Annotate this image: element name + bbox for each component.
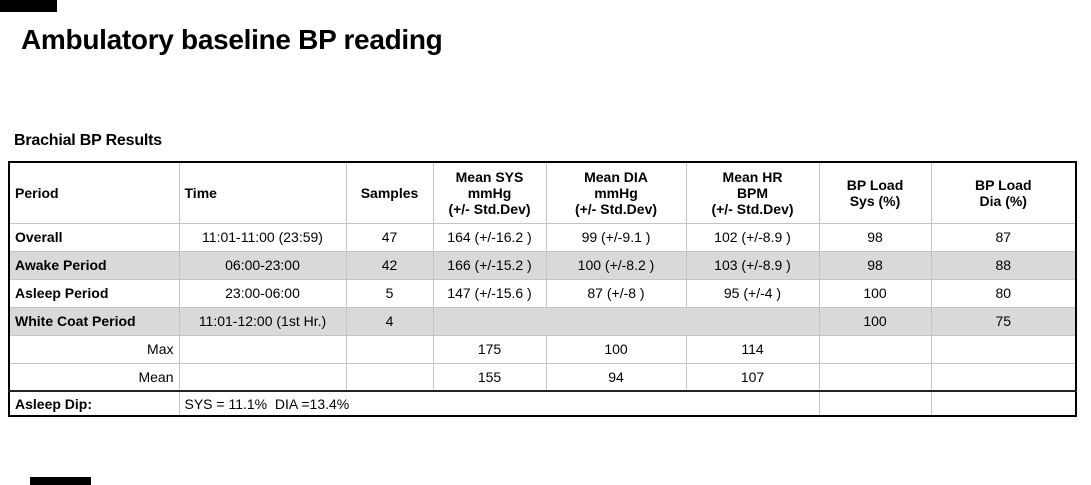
cell-white-coat-period: White Coat Period bbox=[8, 306, 180, 336]
cell-white-coat-means-empty bbox=[432, 306, 820, 336]
cell-asleep-period: Asleep Period bbox=[8, 278, 180, 308]
cell-asleep-dip-bp-load-sys-empty bbox=[818, 390, 932, 417]
section-title: Brachial BP Results bbox=[14, 132, 162, 149]
cell-max-mean-hr: 114 bbox=[685, 334, 820, 364]
cell-asleep-dip-label: Asleep Dip: bbox=[8, 390, 180, 417]
cell-awake-bp-load-dia: 88 bbox=[930, 250, 1077, 280]
column-header-samples: Samples bbox=[345, 161, 434, 224]
column-header-mean-sys: Mean SYS mmHg (+/- Std.Dev) bbox=[432, 161, 547, 224]
cell-white-coat-samples: 4 bbox=[345, 306, 434, 336]
cell-overall-time: 11:01-11:00 (23:59) bbox=[178, 222, 347, 252]
cell-awake-mean-dia: 100 (+/-8.2 ) bbox=[545, 250, 687, 280]
cell-asleep-dip-bp-load-dia-empty bbox=[930, 390, 1077, 417]
table-row-max: Max 175 100 114 bbox=[8, 334, 1077, 364]
cell-mean-mean-sys: 155 bbox=[432, 362, 547, 392]
page-title: Ambulatory baseline BP reading bbox=[21, 24, 443, 55]
cell-white-coat-time: 11:01-12:00 (1st Hr.) bbox=[178, 306, 347, 336]
cell-max-time-empty bbox=[178, 334, 347, 364]
column-header-mean-dia: Mean DIA mmHg (+/- Std.Dev) bbox=[545, 161, 687, 224]
cell-overall-mean-dia: 99 (+/-9.1 ) bbox=[545, 222, 687, 252]
cell-awake-mean-sys: 166 (+/-15.2 ) bbox=[432, 250, 547, 280]
cell-asleep-samples: 5 bbox=[345, 278, 434, 308]
cell-awake-samples: 42 bbox=[345, 250, 434, 280]
cell-asleep-mean-sys: 147 (+/-15.6 ) bbox=[432, 278, 547, 308]
table-row-overall: Overall 11:01-11:00 (23:59) 47 164 (+/-1… bbox=[8, 222, 1077, 252]
cell-awake-period: Awake Period bbox=[8, 250, 180, 280]
cell-mean-mean-dia: 94 bbox=[545, 362, 687, 392]
cell-mean-label: Mean bbox=[8, 362, 180, 392]
cell-max-bp-load-sys-empty bbox=[818, 334, 932, 364]
table-row-white-coat-period: White Coat Period 11:01-12:00 (1st Hr.) … bbox=[8, 306, 1077, 336]
cell-white-coat-bp-load-sys: 100 bbox=[818, 306, 932, 336]
column-header-mean-hr: Mean HR BPM (+/- Std.Dev) bbox=[685, 161, 820, 224]
column-header-time: Time bbox=[178, 161, 347, 224]
cell-max-label: Max bbox=[8, 334, 180, 364]
cell-asleep-time: 23:00-06:00 bbox=[178, 278, 347, 308]
table-row-awake-period: Awake Period 06:00-23:00 42 166 (+/-15.2… bbox=[8, 250, 1077, 280]
cell-overall-mean-sys: 164 (+/-16.2 ) bbox=[432, 222, 547, 252]
cell-awake-mean-hr: 103 (+/-8.9 ) bbox=[685, 250, 820, 280]
cell-awake-time: 06:00-23:00 bbox=[178, 250, 347, 280]
cell-awake-bp-load-sys: 98 bbox=[818, 250, 932, 280]
cell-asleep-mean-hr: 95 (+/-4 ) bbox=[685, 278, 820, 308]
cell-asleep-mean-dia: 87 (+/-8 ) bbox=[545, 278, 687, 308]
cell-overall-period: Overall bbox=[8, 222, 180, 252]
brachial-bp-results-table: Period Time Samples Mean SYS mmHg (+/- S… bbox=[8, 161, 1077, 417]
header-row: Period Time Samples Mean SYS mmHg (+/- S… bbox=[8, 161, 1077, 224]
cell-overall-bp-load-dia: 87 bbox=[930, 222, 1077, 252]
table-row-asleep-period: Asleep Period 23:00-06:00 5 147 (+/-15.6… bbox=[8, 278, 1077, 308]
redaction-bar-bottom-left bbox=[30, 477, 91, 485]
cell-overall-bp-load-sys: 98 bbox=[818, 222, 932, 252]
cell-asleep-bp-load-dia: 80 bbox=[930, 278, 1077, 308]
cell-max-mean-sys: 175 bbox=[432, 334, 547, 364]
cell-overall-mean-hr: 102 (+/-8.9 ) bbox=[685, 222, 820, 252]
column-header-bp-load-sys: BP Load Sys (%) bbox=[818, 161, 932, 224]
cell-mean-time-empty bbox=[178, 362, 347, 392]
cell-max-mean-dia: 100 bbox=[545, 334, 687, 364]
cell-asleep-bp-load-sys: 100 bbox=[818, 278, 932, 308]
cell-max-bp-load-dia-empty bbox=[930, 334, 1077, 364]
cell-asleep-dip-value: SYS = 11.1% DIA =13.4% bbox=[178, 390, 820, 417]
cell-mean-bp-load-dia-empty bbox=[930, 362, 1077, 392]
cell-white-coat-bp-load-dia: 75 bbox=[930, 306, 1077, 336]
cell-mean-samples-empty bbox=[345, 362, 434, 392]
table-row-asleep-dip: Asleep Dip: SYS = 11.1% DIA =13.4% bbox=[8, 390, 1077, 417]
cell-mean-bp-load-sys-empty bbox=[818, 362, 932, 392]
cell-overall-samples: 47 bbox=[345, 222, 434, 252]
cell-max-samples-empty bbox=[345, 334, 434, 364]
cell-mean-mean-hr: 107 bbox=[685, 362, 820, 392]
column-header-bp-load-dia: BP Load Dia (%) bbox=[930, 161, 1077, 224]
table-row-mean: Mean 155 94 107 bbox=[8, 362, 1077, 392]
redaction-bar-top-left bbox=[0, 0, 57, 12]
column-header-period: Period bbox=[8, 161, 180, 224]
